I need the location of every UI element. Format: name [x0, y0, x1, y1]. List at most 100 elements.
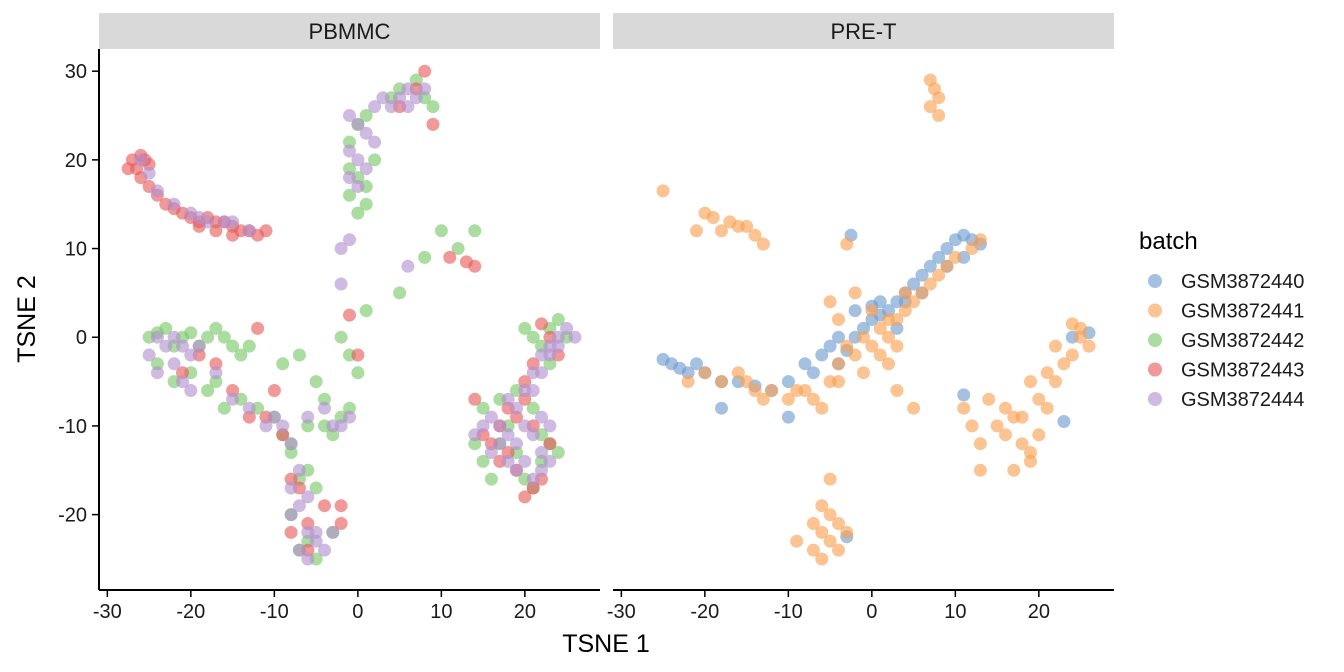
scatter-point: [343, 109, 356, 122]
scatter-point: [343, 233, 356, 247]
scatter-point: [501, 454, 515, 468]
scatter-point: [401, 259, 415, 273]
scatter-point: [526, 472, 540, 486]
scatter-point: [334, 242, 348, 255]
scatter-point: [176, 366, 189, 380]
scatter-point: [526, 428, 540, 442]
legend-label: GSM3872442: [1181, 330, 1304, 352]
scatter-point: [318, 392, 331, 406]
scatter-point: [276, 419, 290, 433]
scatter-point: [832, 375, 845, 389]
scatter-point: [409, 91, 423, 105]
scatter-point: [781, 410, 795, 424]
scatter-point: [276, 357, 290, 371]
scatter-point: [267, 384, 281, 397]
scatter-point: [376, 91, 390, 105]
scatter-point: [484, 472, 498, 486]
strip-label-pbmmc: PBMMC: [309, 19, 391, 44]
scatter-point: [823, 508, 837, 522]
scatter-point: [518, 490, 532, 504]
scatter-point: [510, 401, 523, 415]
scatter-point: [343, 135, 356, 149]
y-tick-label: 20: [65, 150, 87, 172]
scatter-point: [368, 153, 382, 167]
scatter-point: [351, 348, 365, 362]
scatter-point: [848, 286, 862, 300]
strip-label-pre-t: PRE-T: [831, 19, 897, 44]
scatter-point: [715, 375, 728, 389]
scatter-point: [932, 268, 946, 282]
legend-key: [1148, 392, 1162, 406]
scatter-point: [973, 233, 987, 247]
scatter-point: [890, 321, 904, 335]
scatter-point: [150, 366, 164, 380]
x-tick-label: 20: [514, 601, 536, 623]
scatter-point: [923, 277, 937, 291]
legend-key: [1148, 333, 1162, 347]
scatter-point: [343, 171, 356, 185]
scatter-point: [284, 481, 298, 495]
scatter-point: [234, 348, 248, 362]
scatter-point: [965, 419, 979, 433]
scatter-point: [798, 357, 812, 371]
x-tick-label: -20: [176, 601, 205, 623]
x-tick-label: -10: [260, 601, 289, 623]
scatter-point: [468, 224, 482, 238]
scatter-point: [1015, 437, 1029, 451]
scatter-point: [815, 499, 829, 513]
scatter-point: [434, 224, 448, 238]
scatter-point: [568, 330, 582, 344]
legend: batch GSM3872440GSM3872441GSM3872442GSM3…: [1139, 228, 1304, 411]
scatter-point: [1007, 463, 1021, 477]
scatter-point: [368, 135, 382, 149]
scatter-point: [259, 224, 273, 238]
scatter-point: [681, 366, 695, 380]
scatter-point: [535, 317, 548, 331]
scatter-point: [715, 224, 728, 238]
scatter-point: [907, 295, 921, 309]
scatter-point: [217, 330, 231, 344]
scatter-point: [468, 392, 482, 406]
legend-label: GSM3872441: [1181, 301, 1304, 323]
x-axis-ticks-pbmmc: -30 -20 -10 0 10 20: [93, 590, 536, 623]
scatter-point: [518, 375, 532, 389]
scatter-point: [1015, 410, 1029, 424]
scatter-point: [343, 410, 356, 424]
scatter-point: [765, 384, 779, 397]
legend-items: GSM3872440 GSM3872441 GSM3872442 GSM3872443…: [1148, 271, 1304, 411]
scatter-point: [301, 517, 315, 530]
scatter-point: [748, 384, 762, 397]
scatter-point: [882, 313, 895, 326]
scatter-point: [551, 339, 565, 353]
scatter-point: [334, 517, 348, 530]
scatter-point: [1082, 339, 1096, 353]
scatter-point: [1040, 401, 1054, 415]
scatter-point: [518, 321, 532, 335]
scatter-point: [167, 197, 181, 211]
scatter-point: [150, 357, 164, 371]
scatter-point: [292, 348, 306, 362]
scatter-point: [251, 321, 265, 335]
scatter-point: [343, 308, 356, 322]
scatter-point: [192, 339, 206, 353]
legend-key: [1148, 274, 1162, 288]
scatter-point: [890, 384, 904, 397]
scatter-point: [209, 375, 223, 389]
scatter-point: [418, 250, 432, 264]
x-tick-label: -30: [607, 601, 636, 623]
scatter-point: [217, 401, 231, 415]
scatter-point: [292, 499, 306, 513]
x-tick-label: -30: [93, 601, 122, 623]
scatter-point: [242, 401, 256, 415]
scatter-point: [790, 534, 804, 548]
scatter-point: [359, 162, 373, 176]
scatter-point: [1024, 454, 1037, 468]
scatter-point: [907, 277, 921, 291]
scatter-point: [815, 401, 829, 415]
scatter-point: [176, 375, 189, 389]
scatter-point: [284, 525, 298, 539]
scatter-point: [326, 428, 340, 442]
scatter-point: [518, 419, 532, 433]
scatter-point: [999, 428, 1012, 442]
scatter-point: [368, 100, 382, 114]
